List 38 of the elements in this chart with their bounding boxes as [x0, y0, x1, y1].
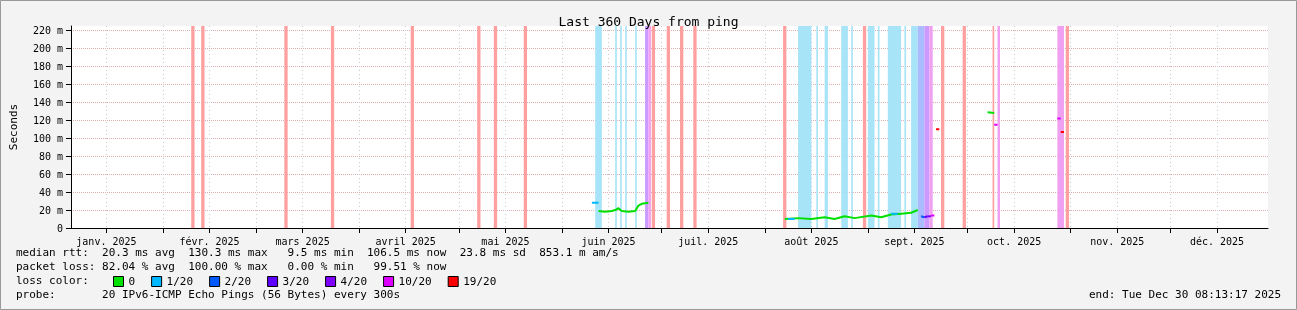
- y-tick-label: 200 m: [32, 42, 63, 54]
- x-tick-label: mars 2025: [275, 235, 330, 247]
- legend-label: 1/20: [166, 275, 194, 288]
- text: end: Tue Dec 30 08:13:17 2025: [1088, 288, 1282, 301]
- x-tick-label: oct. 2025: [987, 235, 1042, 247]
- y-tick-label: 80 m: [38, 150, 63, 162]
- text: probe: 20 IPv6-ICMP Echo Pings (56 Bytes) every 300s: [16, 288, 401, 301]
- legend-label: 4/20: [340, 275, 368, 288]
- y-tick-label: 40 m: [38, 186, 63, 198]
- x-tick-label: janv. 2025: [76, 235, 137, 247]
- y-tick-label: 20 m: [38, 204, 63, 216]
- x-tick-label: févr. 2025: [179, 235, 240, 247]
- x-tick-label: sept. 2025: [884, 235, 945, 247]
- x-tick-label: nov. 2025: [1090, 235, 1145, 247]
- x-tick-label: août 2025: [784, 235, 839, 247]
- y-tick-label: 100 m: [32, 132, 63, 144]
- y-tick-label: 160 m: [32, 78, 63, 90]
- y-tick-label: 60 m: [38, 168, 63, 180]
- y-tick-label: 120 m: [32, 114, 63, 126]
- x-tick-label: avril 2025: [375, 235, 436, 247]
- y-tick-label: 0: [56, 222, 63, 234]
- x-tick-label: juin 2025: [581, 235, 636, 247]
- y-axis-title: Seconds: [7, 103, 20, 151]
- legend-label: 0: [128, 275, 136, 288]
- x-tick-label: juil. 2025: [678, 235, 739, 247]
- text: packet loss: 82.04 % avg 100.00 % max 0.00 % min 99.51 % now: [16, 260, 447, 273]
- legend-label: 19/20: [463, 275, 497, 288]
- y-tick-label: 220 m: [32, 24, 63, 36]
- y-tick-label: 140 m: [32, 96, 63, 108]
- y-tick-label: 180 m: [32, 60, 63, 72]
- x-tick-label: déc. 2025: [1189, 235, 1245, 247]
- legend-label: 3/20: [282, 275, 310, 288]
- x-tick-label: mai 2025: [481, 235, 530, 247]
- legend-title: loss color:: [16, 274, 89, 287]
- legend-label: 2/20: [224, 275, 252, 288]
- chart-title: Last 360 Days from ping: [558, 14, 739, 29]
- legend-label: 10/20: [398, 275, 432, 288]
- text: median rtt: 20.3 ms avg 130.3 ms max 9.5 ms min 106.5 ms now 23.8 ms sd 853.1 m am/s: [16, 246, 619, 259]
